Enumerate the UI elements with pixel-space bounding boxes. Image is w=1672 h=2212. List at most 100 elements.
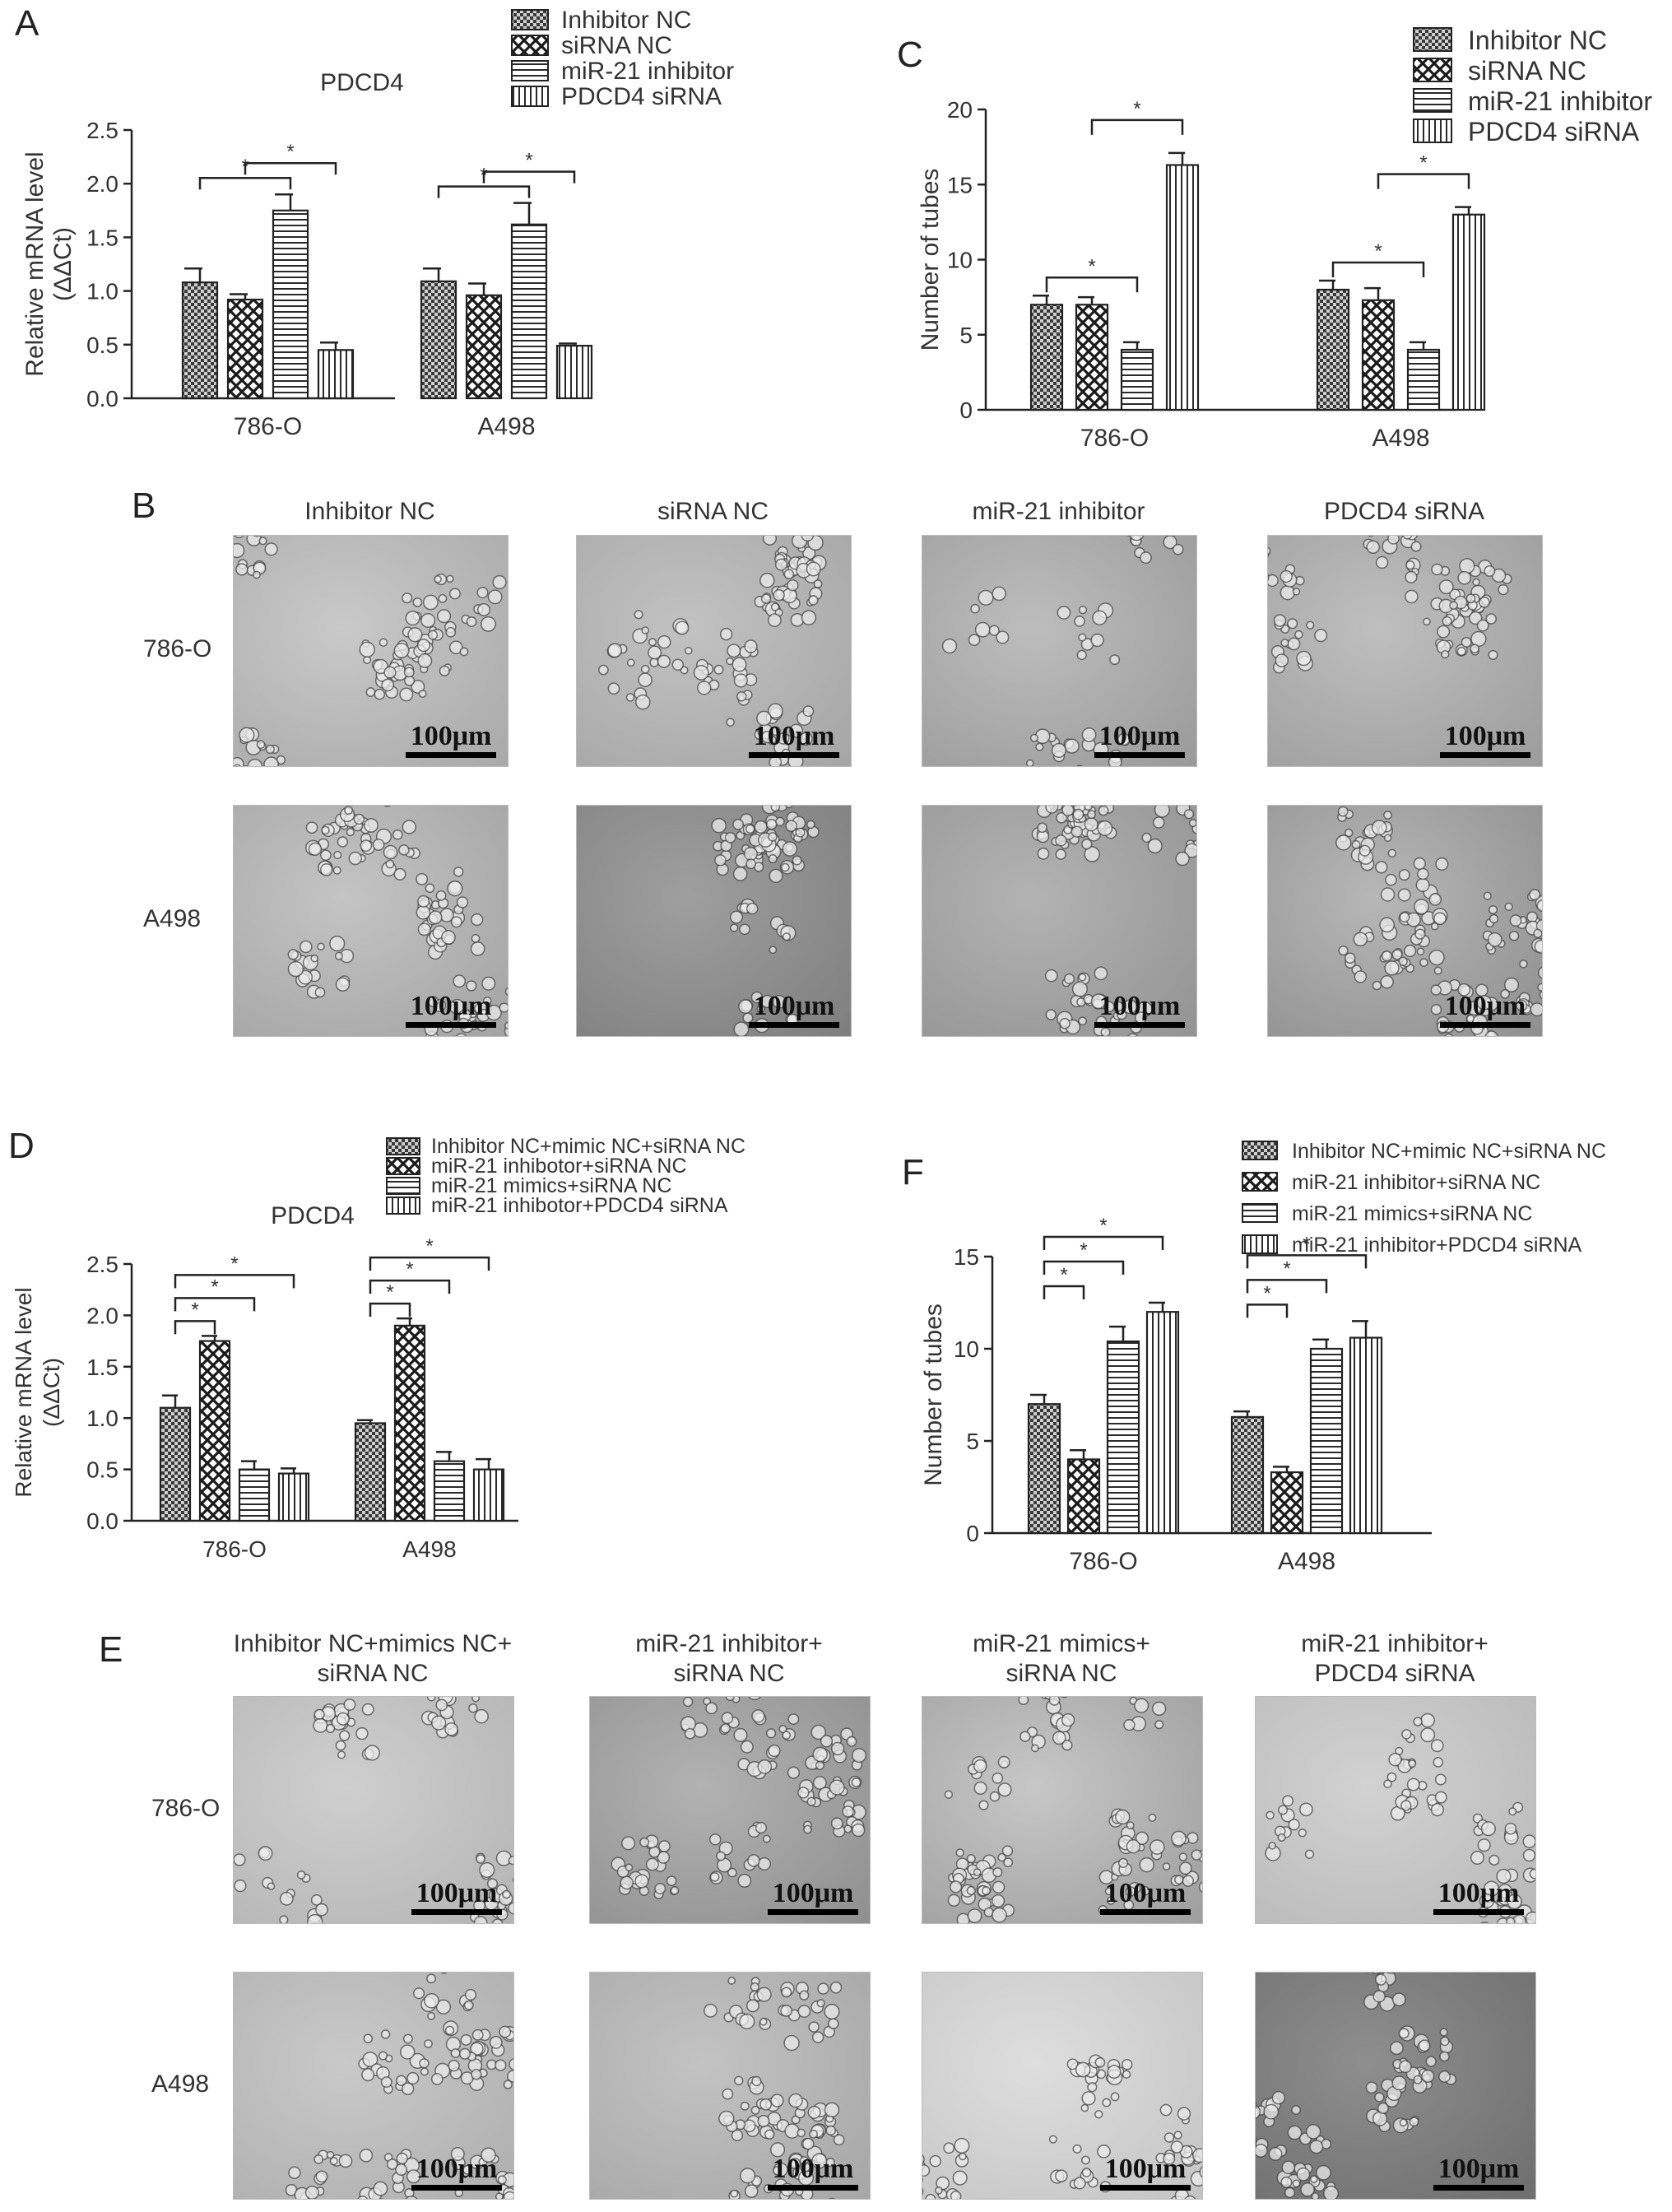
- cell: [1081, 2091, 1096, 2106]
- cell: [806, 820, 815, 830]
- cell: [1159, 2103, 1173, 2117]
- chart-title: PDCD4: [271, 1202, 355, 1229]
- micrograph-image: 100μm: [922, 1696, 1203, 1924]
- cell: [1433, 966, 1442, 975]
- cell: [453, 974, 467, 988]
- cell: [380, 2076, 392, 2089]
- legend-swatch: [1413, 27, 1452, 52]
- cell: [1037, 822, 1047, 834]
- cell: [1430, 984, 1442, 996]
- cell: [759, 2098, 773, 2111]
- cell: [1358, 844, 1371, 857]
- cell-texture: [1031, 806, 1196, 1036]
- cell: [1375, 555, 1389, 569]
- cell: [1273, 614, 1287, 627]
- scale-bar-label: 100μm: [1104, 1878, 1187, 1908]
- cell: [966, 1885, 976, 1896]
- cell: [756, 1987, 772, 2002]
- cell: [733, 1727, 748, 1743]
- cell: [789, 723, 804, 738]
- cell: [1149, 1839, 1165, 1855]
- y-axis-label: Number of tubes: [917, 169, 944, 351]
- cell: [781, 1987, 792, 1998]
- cell: [797, 2128, 806, 2138]
- significance-bracket: [1246, 1279, 1328, 1294]
- cell: [1496, 1868, 1512, 1884]
- cell: [743, 847, 758, 862]
- cell: [788, 2093, 803, 2108]
- cell: [654, 1883, 666, 1894]
- cell: [1019, 1731, 1031, 1742]
- cell: [1418, 2039, 1431, 2052]
- cell: [787, 1713, 800, 1726]
- cell: [1522, 1848, 1535, 1862]
- cell: [1442, 616, 1452, 627]
- significance-star: *: [241, 156, 248, 178]
- x-tick-label: 786-O: [1069, 1548, 1137, 1575]
- cell: [756, 710, 772, 727]
- cell: [1423, 617, 1431, 626]
- x-tick-label: A498: [402, 1536, 456, 1562]
- cell: [439, 665, 450, 676]
- significance-star: *: [1303, 1233, 1310, 1255]
- cell: [1509, 914, 1522, 927]
- cell: [288, 2166, 301, 2179]
- cell: [485, 1004, 502, 1021]
- cell: [968, 634, 981, 646]
- cell: [1122, 2070, 1131, 2080]
- cell: [922, 2164, 931, 2177]
- significance-bracket: [369, 1256, 490, 1271]
- cell: [334, 951, 344, 960]
- cell: [725, 1697, 736, 1702]
- legend-label: Inhibitor NC: [1468, 26, 1607, 55]
- cell: [666, 1875, 677, 1886]
- cell: [830, 1817, 843, 1830]
- y-axis-label-line: (ΔΔCt): [49, 227, 77, 301]
- cell: [802, 705, 815, 718]
- significance-bracket: [369, 1279, 451, 1294]
- significance-star: *: [191, 1299, 198, 1321]
- cell: [801, 536, 815, 542]
- cell: [745, 1999, 759, 2013]
- cell: [435, 890, 447, 901]
- cell: [308, 842, 323, 857]
- bar: [1066, 1458, 1101, 1535]
- cell: [416, 639, 430, 653]
- cell: [1268, 1842, 1276, 1850]
- cell: [1305, 2124, 1321, 2140]
- cell: [811, 2031, 824, 2043]
- y-tick-label: 15: [954, 1244, 979, 1270]
- cell: [462, 2164, 473, 2175]
- cell: [740, 2168, 756, 2184]
- cell: [1178, 1852, 1188, 1861]
- scale-bar-label: 100μm: [416, 1878, 498, 1908]
- cell: [1048, 1697, 1061, 1706]
- y-tick-label: 2.5: [86, 1252, 118, 1277]
- cell: [459, 647, 469, 657]
- significance-star: *: [406, 1258, 413, 1280]
- cell: [851, 1823, 866, 1838]
- cell: [310, 954, 319, 963]
- cell-texture: [597, 536, 827, 766]
- cell: [992, 586, 1006, 602]
- cell: [949, 1880, 963, 1894]
- cell: [458, 2047, 471, 2060]
- cell: [1428, 949, 1445, 966]
- cell: [1413, 857, 1426, 871]
- cell: [1048, 2135, 1057, 2144]
- cell: [1507, 1894, 1522, 1910]
- cell: [1365, 2081, 1378, 2094]
- cell: [435, 1999, 452, 2014]
- cell: [1199, 2166, 1202, 2178]
- cell: [755, 1822, 768, 1834]
- micrograph-image: 100μm: [1255, 1696, 1536, 1924]
- cell: [1316, 2164, 1331, 2181]
- cell: [1309, 2140, 1324, 2154]
- cell: [1526, 911, 1538, 923]
- cell: [1374, 2092, 1385, 2103]
- cell: [296, 1870, 306, 1880]
- legend-label: miR-21 inhibotor+PDCD4 siRNA: [431, 1194, 728, 1217]
- legend-swatch: [1242, 1172, 1278, 1192]
- cell: [335, 977, 351, 992]
- bar: [1029, 304, 1064, 411]
